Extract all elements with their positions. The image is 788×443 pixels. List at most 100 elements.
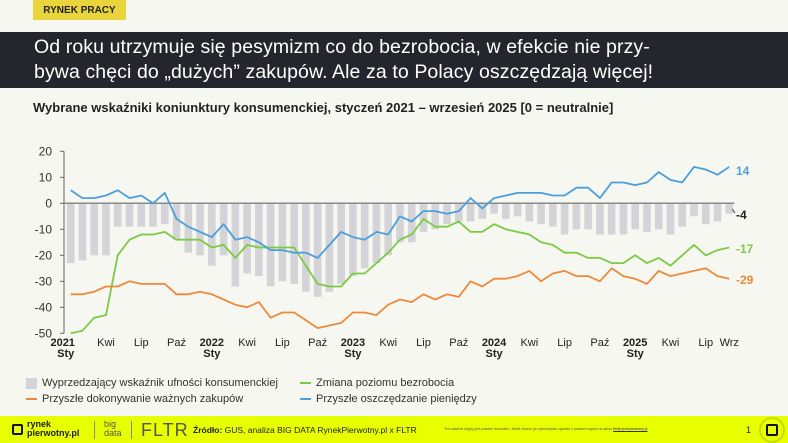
footer: rynek pierwotny.pl big data FLTR Źródło: G… <box>0 416 788 443</box>
chart: 20100-10-20-30-40-5014-4-17-292021StyKwi… <box>35 144 754 360</box>
divider <box>94 421 95 439</box>
rynekpierwotny-logo-icon <box>12 424 23 435</box>
legend-swatch-blue <box>300 398 311 400</box>
bar <box>196 203 204 256</box>
bar <box>584 203 592 230</box>
bar <box>231 203 240 287</box>
x-tick-label: 2024 <box>482 337 507 349</box>
x-tick-label: 2025 <box>623 337 647 349</box>
series-line <box>70 267 730 330</box>
bar <box>666 203 675 235</box>
x-tick-label: Wrz <box>720 337 739 349</box>
bar <box>490 203 498 214</box>
brand-badge-icon <box>759 417 785 443</box>
bar <box>466 203 475 222</box>
bar <box>396 203 404 243</box>
x-tick-label: Kwi <box>520 337 538 349</box>
legend-item-bars: Wyprzedzający wskaźnik ufności konsumenc… <box>26 377 278 389</box>
bar <box>137 203 146 227</box>
y-tick-label: -50 <box>35 326 53 340</box>
x-tick-label: Lip <box>134 337 149 349</box>
y-tick-label: -30 <box>35 274 53 288</box>
bar <box>654 203 663 230</box>
x-tick-label: Lip <box>698 337 713 349</box>
bar <box>596 203 604 235</box>
y-tick-label: 20 <box>39 144 53 158</box>
x-tick-label: Sty <box>57 348 75 360</box>
x-tick-label: Paź <box>590 337 609 349</box>
bar <box>278 203 287 282</box>
bar <box>372 203 381 264</box>
bar <box>619 203 628 235</box>
label-leader <box>731 208 736 214</box>
x-tick-label: Paź <box>167 337 186 349</box>
bar <box>407 203 416 243</box>
bar <box>125 203 134 227</box>
bar <box>713 203 722 222</box>
bar <box>113 203 122 227</box>
x-tick-label: Paź <box>308 337 327 349</box>
bar <box>525 203 534 222</box>
legend-item-green: Zmiana poziomu bezrobocia <box>300 377 454 389</box>
section-tag: RYNEK PRACY <box>33 0 126 20</box>
end-label: 14 <box>736 164 750 178</box>
x-tick-label: Kwi <box>238 337 256 349</box>
bar <box>160 203 169 225</box>
end-label: -17 <box>736 242 754 256</box>
y-tick-label: 0 <box>45 196 52 210</box>
legend-swatch-green <box>300 382 311 384</box>
bar <box>184 203 193 253</box>
bar <box>537 203 545 225</box>
x-tick-label: 2023 <box>341 337 365 349</box>
bar <box>325 203 334 292</box>
x-tick-label: Lip <box>275 337 290 349</box>
bar <box>701 203 710 225</box>
bar <box>266 203 275 287</box>
bar <box>678 203 687 227</box>
bar <box>513 203 522 217</box>
bar <box>572 203 581 230</box>
x-tick-label: Lip <box>557 337 572 349</box>
bar <box>631 203 639 230</box>
bar <box>90 203 99 256</box>
fltr-logo: FLTR <box>141 420 189 440</box>
legend-label: Przyszłe oszczędzanie pieniędzy <box>316 393 477 405</box>
bar <box>243 203 251 274</box>
bar <box>502 203 510 219</box>
legend-item-orange: Przyszłe dokonywanie ważnych zakupów <box>26 393 243 405</box>
y-tick-label: -10 <box>35 222 53 236</box>
legal-link[interactable]: fltr@rynekpierwotny.pl <box>613 427 648 431</box>
bar <box>478 203 487 219</box>
bar <box>149 203 157 227</box>
bar <box>337 203 345 284</box>
x-tick-label: Kwi <box>97 337 115 349</box>
bar <box>219 203 228 256</box>
x-tick-label: Kwi <box>662 337 680 349</box>
x-tick-label: Sty <box>344 348 362 360</box>
legend-item-blue: Przyszłe oszczędzanie pieniędzy <box>300 393 477 405</box>
bar <box>643 203 651 232</box>
legend-label: Zmiana poziomu bezrobocia <box>316 377 455 389</box>
bar <box>349 203 357 277</box>
legend-swatch-grey <box>26 377 37 389</box>
x-tick-label: Paź <box>449 337 468 349</box>
divider <box>131 421 132 439</box>
bar <box>78 203 87 261</box>
bar <box>384 203 393 256</box>
y-tick-label: -20 <box>35 248 53 262</box>
end-label: -29 <box>736 273 754 287</box>
x-tick-label: Lip <box>416 337 431 349</box>
legal-note: Ten materiał objęty jest prawem autorski… <box>444 427 648 431</box>
bigdata-logo: big data <box>104 419 122 438</box>
y-tick-label: -40 <box>35 300 53 314</box>
bar <box>431 203 440 230</box>
page-number: 1 <box>746 425 752 435</box>
bar <box>454 203 463 222</box>
title-line-1: Od roku utrzymuje się pesymizm co do bez… <box>34 36 650 58</box>
page-title: Od roku utrzymuje się pesymizm co do bez… <box>0 32 788 88</box>
legend-label: Przyszłe dokonywanie ważnych zakupów <box>42 393 244 405</box>
bar <box>360 203 369 269</box>
legend-swatch-orange <box>26 398 37 400</box>
bar <box>102 203 110 256</box>
bar <box>690 203 698 217</box>
